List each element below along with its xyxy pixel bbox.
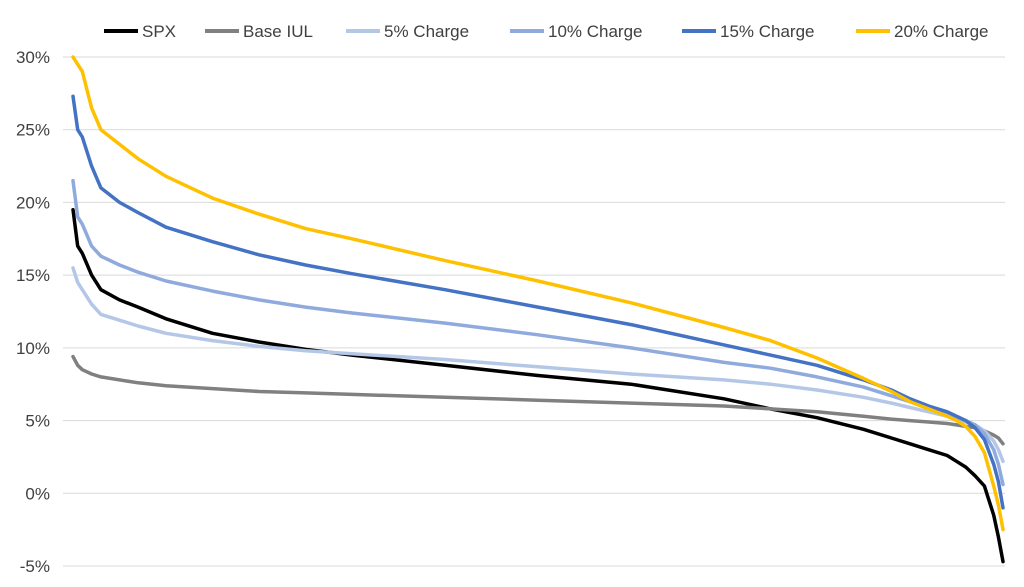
y-tick-label: -5%: [20, 557, 50, 576]
y-tick-label: 0%: [25, 484, 50, 503]
y-tick-label: 30%: [16, 48, 50, 67]
y-tick-label: 5%: [25, 412, 50, 431]
legend: SPX Base IUL 5% Charge 10% Charge 15% Charge…: [104, 22, 989, 41]
legend-label: SPX: [142, 22, 176, 41]
legend-label: 5% Charge: [384, 22, 469, 41]
series-line-15-charge: [71, 94, 1005, 510]
legend-label: Base IUL: [243, 22, 313, 41]
legend-label: 15% Charge: [720, 22, 815, 41]
series-line-spx: [71, 207, 1005, 564]
series-lines: [71, 55, 1005, 564]
gridlines: [63, 56, 1005, 567]
series-line-5-charge: [71, 266, 1005, 464]
legend-label: 10% Charge: [548, 22, 643, 41]
y-tick-label: 20%: [16, 193, 50, 212]
y-axis-tick-labels: 30% 25% 20% 15% 10% 5% 0% -5%: [16, 48, 50, 576]
series-line-20-charge: [71, 55, 1005, 532]
y-tick-label: 15%: [16, 266, 50, 285]
y-tick-label: 10%: [16, 339, 50, 358]
legend-label: 20% Charge: [894, 22, 989, 41]
y-tick-label: 25%: [16, 121, 50, 140]
